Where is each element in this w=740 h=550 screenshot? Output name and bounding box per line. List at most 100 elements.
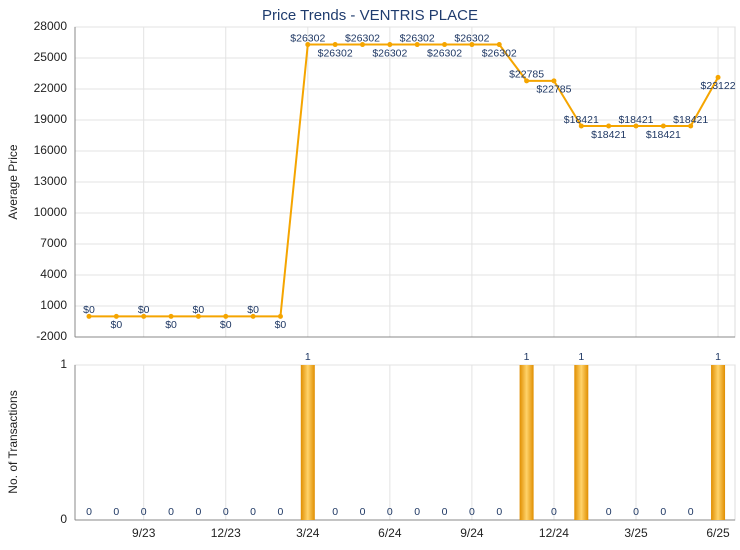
data-label: 0 [113,506,119,518]
bar [711,365,726,520]
point [305,42,311,48]
point [332,42,338,48]
point [113,313,119,319]
data-label: $26302 [454,32,489,44]
data-label: 1 [524,351,530,363]
bar [519,365,534,520]
data-label: $18421 [564,114,599,126]
data-label: $22785 [536,84,571,96]
data-label: $26302 [290,32,325,44]
data-label: 0 [168,506,174,518]
point [387,42,393,48]
data-label: 0 [278,506,284,518]
x-tick-label: 3/24 [296,526,320,540]
data-label: 0 [223,506,229,518]
data-label: $26302 [400,32,435,44]
data-label: $26302 [482,47,517,59]
y-tick-label: 7000 [40,236,67,250]
point [606,123,612,129]
y-tick-label: 0 [60,512,67,526]
point [86,313,92,319]
x-tick-label: 12/24 [539,526,569,540]
data-label: 0 [332,506,338,518]
y-tick-label: 22000 [34,81,68,95]
y-tick-label: 13000 [34,174,68,188]
point [551,78,557,84]
data-label: $18421 [646,129,681,141]
y-tick-label: 4000 [40,267,67,281]
point [524,78,530,84]
data-label: 0 [469,506,475,518]
data-label: 0 [496,506,502,518]
data-label: $0 [275,319,287,331]
point [715,74,721,80]
data-label: 0 [442,506,448,518]
point [168,313,174,319]
data-label: $0 [193,304,205,316]
data-label: $26302 [345,32,380,44]
data-label: $18421 [618,114,653,126]
data-label: $0 [165,319,177,331]
data-label: 0 [606,506,612,518]
data-label: $18421 [673,114,708,126]
point [442,42,448,48]
point [141,313,147,319]
x-tick-label: 9/23 [132,526,156,540]
data-label: 0 [688,506,694,518]
point [195,313,201,319]
point [277,313,283,319]
y-tick-label: 10000 [34,205,68,219]
y-axis-label: No. of Transactions [6,390,20,493]
data-label: 0 [414,506,420,518]
data-label: 0 [660,506,666,518]
data-label: 0 [633,506,639,518]
data-label: 0 [141,506,147,518]
data-label: 0 [360,506,366,518]
x-tick-label: 6/24 [378,526,402,540]
x-tick-label: 12/23 [211,526,241,540]
data-label: 0 [551,506,557,518]
point [469,42,475,48]
point [688,123,694,129]
bar [574,365,589,520]
chart-title: Price Trends - VENTRIS PLACE [262,7,478,24]
x-tick-label: 6/25 [706,526,730,540]
y-tick-label: 19000 [34,112,68,126]
data-label: $0 [111,319,123,331]
point [360,42,365,48]
point [660,123,666,129]
x-tick-label: 9/24 [460,526,484,540]
data-label: $26302 [372,47,407,59]
y-axis-label: Average Price [6,144,20,219]
price-line [89,43,719,318]
y-tick-label: -2000 [36,329,67,343]
bar [300,365,315,520]
data-label: 0 [86,506,92,518]
y-tick-label: 1000 [40,298,67,312]
data-label: 0 [387,506,393,518]
point [250,313,256,319]
data-label: $18421 [591,129,626,141]
data-label: 1 [715,351,721,363]
data-label: 1 [305,351,311,363]
y-tick-label: 28000 [34,19,68,33]
data-label: 0 [250,506,256,518]
point [496,42,502,48]
data-label: $0 [83,304,95,316]
data-label: $0 [247,304,259,316]
point [223,313,229,319]
point [414,42,420,48]
data-label: $23122 [701,80,736,92]
data-label: $26302 [318,47,353,59]
y-tick-label: 1 [60,357,67,371]
data-label: $26302 [427,47,462,59]
data-label: 0 [195,506,201,518]
point [578,123,584,129]
data-label: $22785 [509,69,544,81]
y-tick-label: 25000 [34,50,68,64]
y-tick-label: 16000 [34,143,68,157]
point [633,123,639,129]
data-label: $0 [220,319,232,331]
